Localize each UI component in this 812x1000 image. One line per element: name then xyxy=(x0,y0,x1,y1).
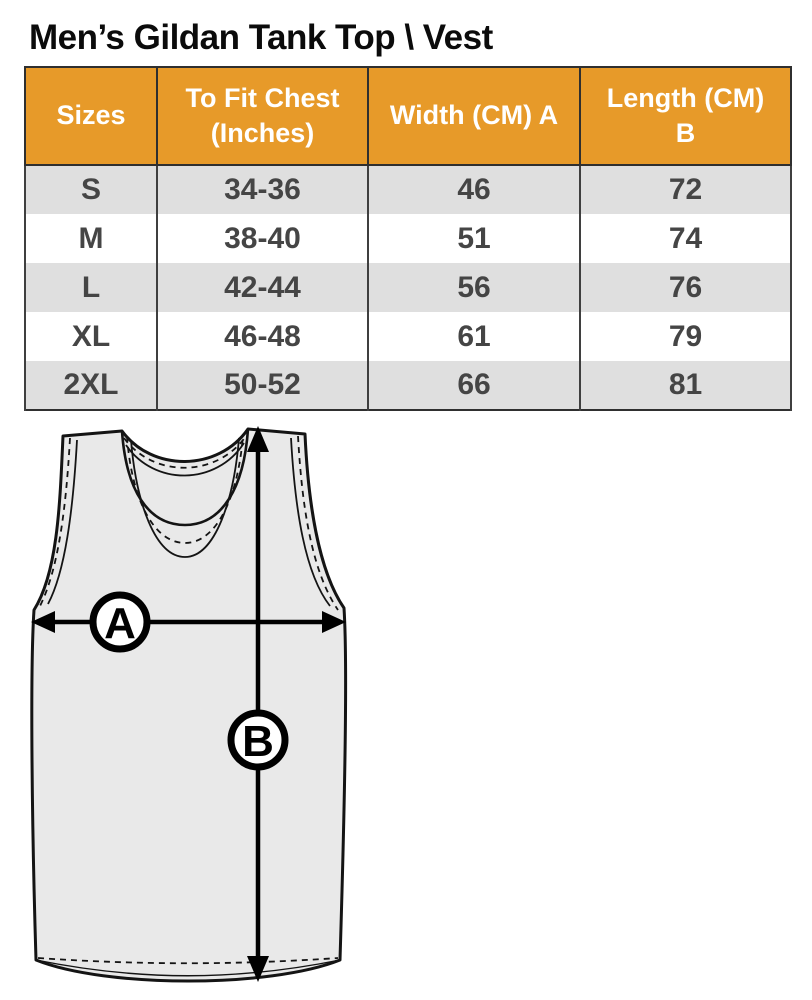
right-armhole-stitch xyxy=(297,435,339,611)
page-title: Men’s Gildan Tank Top \ Vest xyxy=(29,18,493,57)
chest-cell: 38-40 xyxy=(156,214,369,263)
chest-cell: 50-52 xyxy=(156,361,369,410)
front-neckline-binding xyxy=(130,437,240,558)
col-header-sizes: Sizes xyxy=(24,66,158,166)
width-cell: 61 xyxy=(367,312,581,361)
length-cell: 74 xyxy=(579,214,792,263)
chest-cell: 42-44 xyxy=(156,263,369,312)
front-neckline-stitch xyxy=(126,433,244,544)
width-marker-a: A xyxy=(89,591,151,653)
back-collar-stitch xyxy=(123,435,247,469)
table-row: 2XL 50-52 66 81 xyxy=(24,361,792,410)
length-cell: 76 xyxy=(579,263,792,312)
hem-fold-line xyxy=(35,959,341,977)
right-armhole-binding xyxy=(290,437,331,607)
front-neckline-edge xyxy=(120,428,250,527)
width-cell: 66 xyxy=(367,361,581,410)
length-cell: 72 xyxy=(579,165,792,214)
table-row: M 38-40 51 74 xyxy=(24,214,792,263)
length-cell: 79 xyxy=(579,312,792,361)
width-marker-label: A xyxy=(104,599,136,648)
table-row: L 42-44 56 76 xyxy=(24,263,792,312)
length-marker-b: B xyxy=(227,709,289,771)
col-header-width: Width (CM) A xyxy=(367,66,581,166)
chest-cell: 46-48 xyxy=(156,312,369,361)
col-header-length: Length (CM) B xyxy=(579,66,792,166)
header-row: Sizes To Fit Chest (Inches) Width (CM) A… xyxy=(24,66,792,166)
width-cell: 46 xyxy=(367,165,581,214)
size-cell: L xyxy=(24,263,158,312)
width-cell: 51 xyxy=(367,214,581,263)
left-armhole-stitch xyxy=(39,437,71,607)
size-table: Sizes To Fit Chest (Inches) Width (CM) A… xyxy=(24,66,792,411)
col-header-chest: To Fit Chest (Inches) xyxy=(156,66,369,166)
chest-cell: 34-36 xyxy=(156,165,369,214)
left-armhole-binding xyxy=(47,439,78,605)
table-row: S 34-36 46 72 xyxy=(24,165,792,214)
table-row: XL 46-48 61 79 xyxy=(24,312,792,361)
length-marker-label: B xyxy=(242,717,274,766)
tank-top-illustration: A B xyxy=(30,426,348,983)
size-cell: XL xyxy=(24,312,158,361)
size-table-container: Sizes To Fit Chest (Inches) Width (CM) A… xyxy=(24,66,792,411)
length-cell: 81 xyxy=(579,361,792,410)
length-arrow xyxy=(247,426,269,982)
size-cell: M xyxy=(24,214,158,263)
back-collar-binding xyxy=(125,442,245,477)
width-cell: 56 xyxy=(367,263,581,312)
size-cell: S xyxy=(24,165,158,214)
size-cell: 2XL xyxy=(24,361,158,410)
